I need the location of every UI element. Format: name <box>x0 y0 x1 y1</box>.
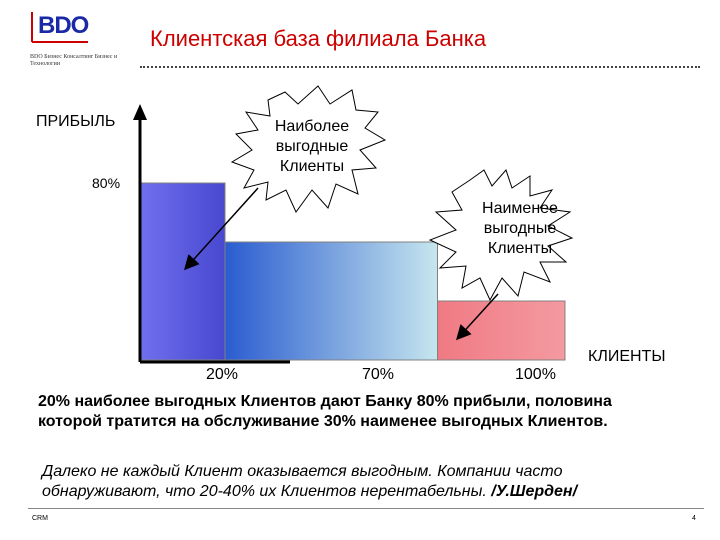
page-title: Клиентская база филиала Банка <box>150 26 487 51</box>
bdo-logo: BDO <box>38 12 89 39</box>
profit-chart <box>133 85 574 364</box>
y-axis-arrowhead <box>133 104 147 120</box>
bar-most-profitable <box>139 182 226 361</box>
title-divider <box>140 66 700 68</box>
callout-least-profitable-star <box>428 169 574 302</box>
quote-text: Далеко не каждый Клиент оказывается выго… <box>42 462 682 502</box>
arrow-least-profitable <box>455 293 499 341</box>
bdo-logo-frame <box>31 12 88 43</box>
callout-most-profitable-text: Наиболее выгодные Клиенты <box>274 118 350 175</box>
quote-author: /У.Шерден/ <box>491 483 578 500</box>
page-number: 4 <box>692 515 696 522</box>
footer-divider <box>28 508 704 509</box>
x-axis-label: КЛИЕНТЫ <box>588 348 666 365</box>
quote-body: Далеко не каждый Клиент оказывается выго… <box>42 463 563 500</box>
logo-subtitle: BDO Бизнес Консалтинг Бизнес и Технологи… <box>30 54 118 67</box>
summary-text: 20% наиболее выгодных Клиентов дают Банк… <box>38 393 612 430</box>
callout-least-profitable-text: Наименее выгодные Клиенты <box>482 200 558 257</box>
x-tick-label: 70% <box>362 366 395 383</box>
arrow-most-profitable <box>183 187 259 271</box>
y-tick-label: 80% <box>92 175 121 191</box>
callout-most-profitable-star <box>230 85 387 213</box>
footer-label: CRM <box>32 515 48 522</box>
y-axis-label: ПРИБЫЛЬ <box>36 113 116 130</box>
bar-least-profitable <box>437 300 566 361</box>
x-tick-label: 20% <box>206 366 239 383</box>
x-tick-label: 100% <box>515 366 556 383</box>
bar-middle <box>224 241 438 361</box>
